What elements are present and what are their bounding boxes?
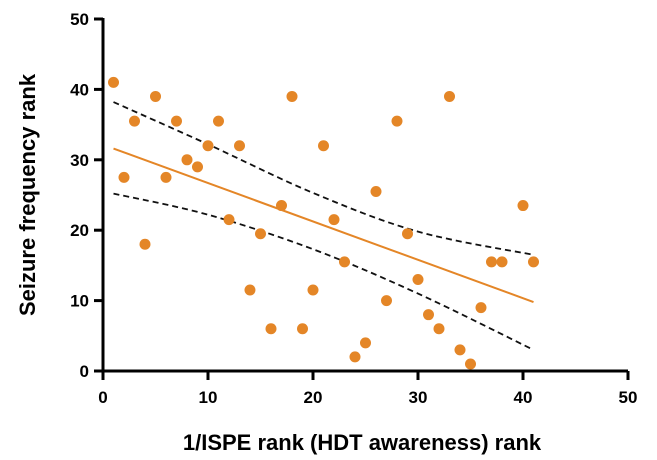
- data-point: [192, 161, 203, 173]
- upper-confidence-curve: [113, 101, 534, 256]
- x-tick-label: 0: [98, 388, 107, 407]
- data-point: [150, 90, 161, 102]
- data-point: [496, 256, 508, 268]
- x-axis-title: 1/ISPE rank (HDT awareness) rank: [183, 430, 542, 455]
- data-point: [265, 323, 277, 335]
- data-point: [433, 323, 445, 335]
- y-tick-label: 0: [80, 362, 89, 381]
- y-tick-label: 30: [70, 151, 89, 170]
- y-axis-title: Seizure frequency rank: [15, 73, 40, 316]
- data-point: [234, 140, 245, 152]
- data-point: [202, 140, 214, 152]
- data-point: [139, 238, 151, 250]
- data-point: [181, 154, 193, 166]
- lower-confidence-curve: [113, 192, 534, 351]
- data-point: [370, 185, 382, 197]
- data-point: [465, 358, 476, 370]
- data-point: [454, 344, 466, 356]
- data-point: [486, 256, 497, 268]
- data-point: [517, 200, 529, 212]
- data-point: [223, 214, 235, 226]
- data-point: [244, 284, 256, 296]
- data-point: [129, 115, 140, 127]
- data-point: [402, 228, 413, 240]
- data-point: [381, 295, 392, 307]
- data-point: [528, 256, 539, 268]
- data-point: [255, 228, 266, 240]
- data-points: [108, 76, 539, 370]
- x-tick-label: 40: [514, 388, 533, 407]
- regression-line: [113, 147, 534, 303]
- data-point: [475, 302, 487, 314]
- x-tick-label: 30: [409, 388, 428, 407]
- data-point: [108, 76, 119, 88]
- y-tick-label: 40: [70, 80, 89, 99]
- x-tick-label: 20: [304, 388, 323, 407]
- data-point: [171, 115, 182, 127]
- y-tick-label: 10: [70, 292, 89, 311]
- data-point: [412, 273, 424, 285]
- x-tick-label: 50: [619, 388, 638, 407]
- data-point: [118, 171, 130, 183]
- data-point: [160, 171, 172, 183]
- data-point: [360, 337, 371, 349]
- data-point: [391, 115, 403, 127]
- data-point: [286, 90, 298, 102]
- data-point: [423, 309, 434, 321]
- y-tick-label: 20: [70, 221, 89, 240]
- data-point: [307, 284, 319, 296]
- data-point: [444, 90, 455, 102]
- confidence-band: [113, 101, 534, 351]
- y-tick-label: 50: [70, 10, 89, 29]
- data-point: [297, 323, 308, 335]
- fit-line: [113, 147, 534, 303]
- data-point: [349, 351, 361, 363]
- axes: [101, 18, 628, 373]
- x-tick-label: 10: [199, 388, 218, 407]
- y-axis-ticks: 0 10 20 30 40 50: [70, 10, 103, 381]
- x-axis-ticks: 0 10 20 30 40 50: [98, 371, 637, 407]
- data-point: [213, 115, 224, 127]
- data-point: [318, 140, 329, 152]
- data-point: [328, 214, 340, 226]
- data-point: [339, 256, 350, 268]
- data-point: [276, 200, 287, 212]
